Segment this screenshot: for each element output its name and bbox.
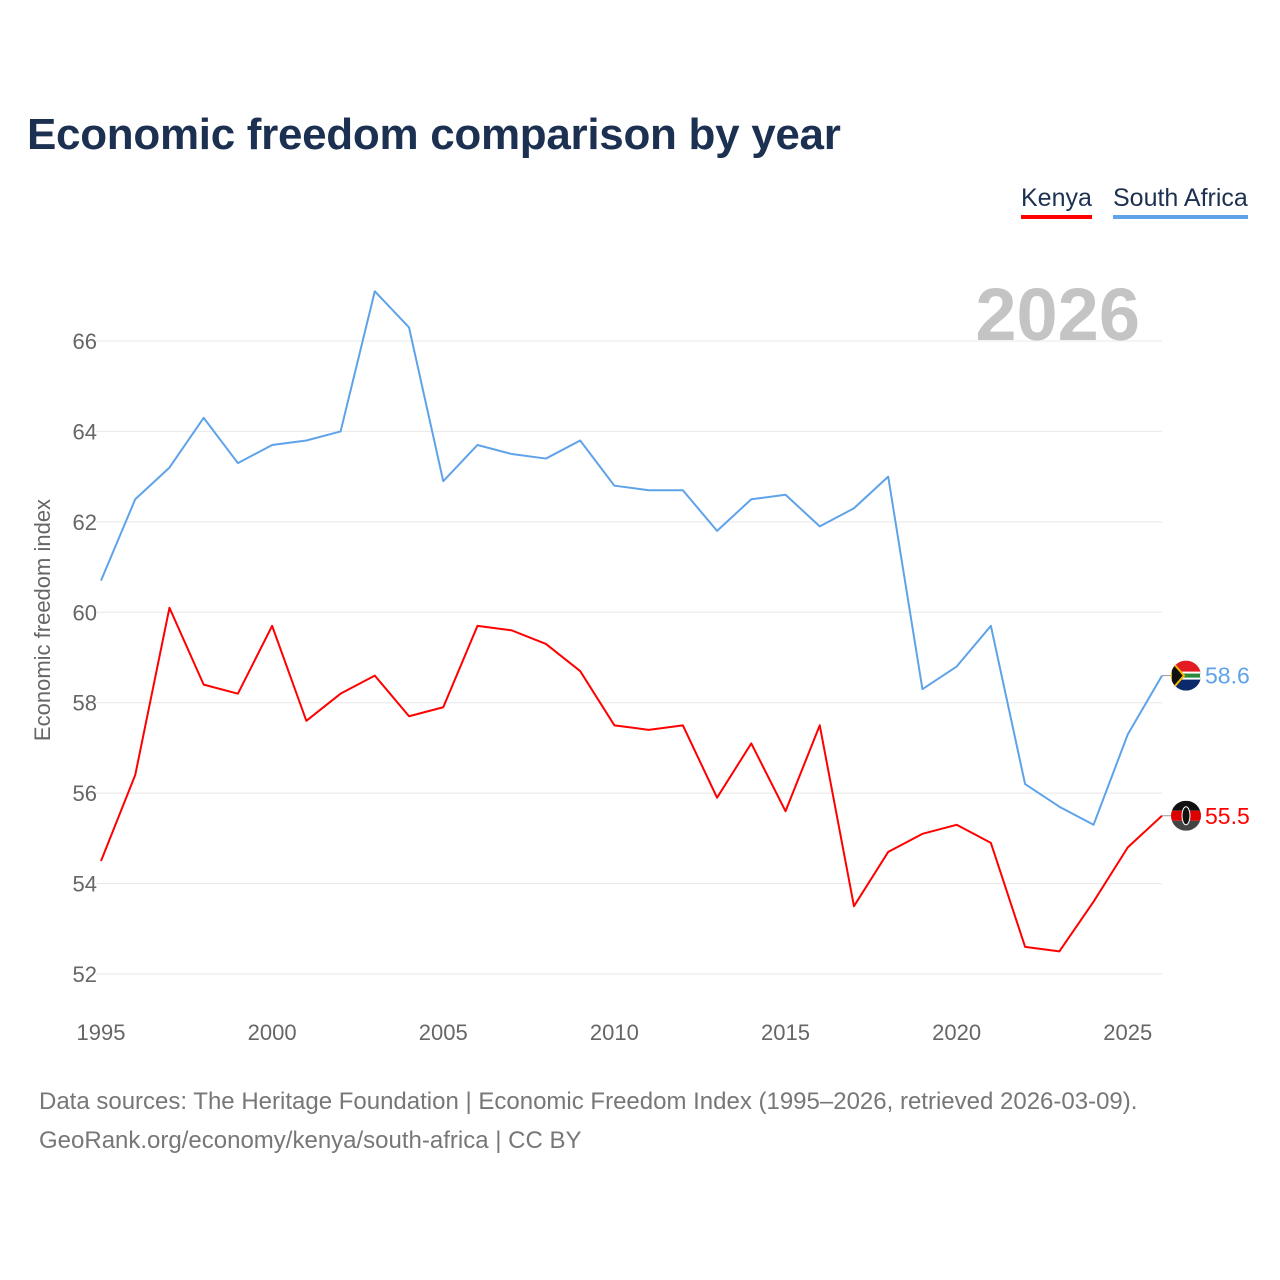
legend-kenya[interactable]: Kenya: [1021, 184, 1092, 219]
x-tick-label: 2010: [590, 1020, 639, 1045]
flag-shield: [1181, 806, 1191, 826]
flag-triangle: [1171, 660, 1186, 691]
flag-stripe: [1171, 800, 1201, 811]
footer-link[interactable]: GeoRank.org/economy/kenya/south-africa |…: [39, 1127, 582, 1154]
end-value-label: 58.6: [1205, 663, 1250, 689]
flag-stripe: [1171, 671, 1201, 680]
y-tick-label: 54: [73, 872, 97, 897]
x-tick-label: 2005: [419, 1020, 468, 1045]
kenya-flag-icon: [1171, 800, 1201, 831]
chart-title: Economic freedom comparison by year: [27, 110, 841, 159]
y-tick-label: 66: [73, 329, 97, 354]
x-tick-label: 2015: [761, 1020, 810, 1045]
south-africa-flag-icon: [1171, 660, 1201, 691]
flag-stripe: [1171, 820, 1201, 831]
x-tick-label: 2025: [1103, 1020, 1152, 1045]
series-line-kenya: [100, 606, 1163, 953]
flag-body: [1171, 660, 1201, 691]
y-axis-label: Economic freedom index: [30, 499, 55, 741]
x-tick-label: 2020: [932, 1020, 981, 1045]
year-watermark: 2026: [975, 273, 1140, 356]
x-tick-label: 1995: [77, 1020, 126, 1045]
y-tick-label: 58: [73, 691, 97, 716]
y-tick-label: 62: [73, 510, 97, 535]
y-tick-label: 60: [73, 600, 97, 625]
y-tick-label: 52: [73, 962, 97, 987]
y-tick-label: 56: [73, 781, 97, 806]
x-tick-label: 2000: [248, 1020, 297, 1045]
footer-sources: Data sources: The Heritage Foundation | …: [39, 1088, 1138, 1115]
flag-body: [1171, 800, 1201, 831]
series-line-south-africa: [100, 290, 1163, 826]
legend-south-africa[interactable]: South Africa: [1113, 184, 1248, 219]
end-value-label: 55.5: [1205, 803, 1250, 829]
y-tick-label: 64: [73, 419, 97, 444]
